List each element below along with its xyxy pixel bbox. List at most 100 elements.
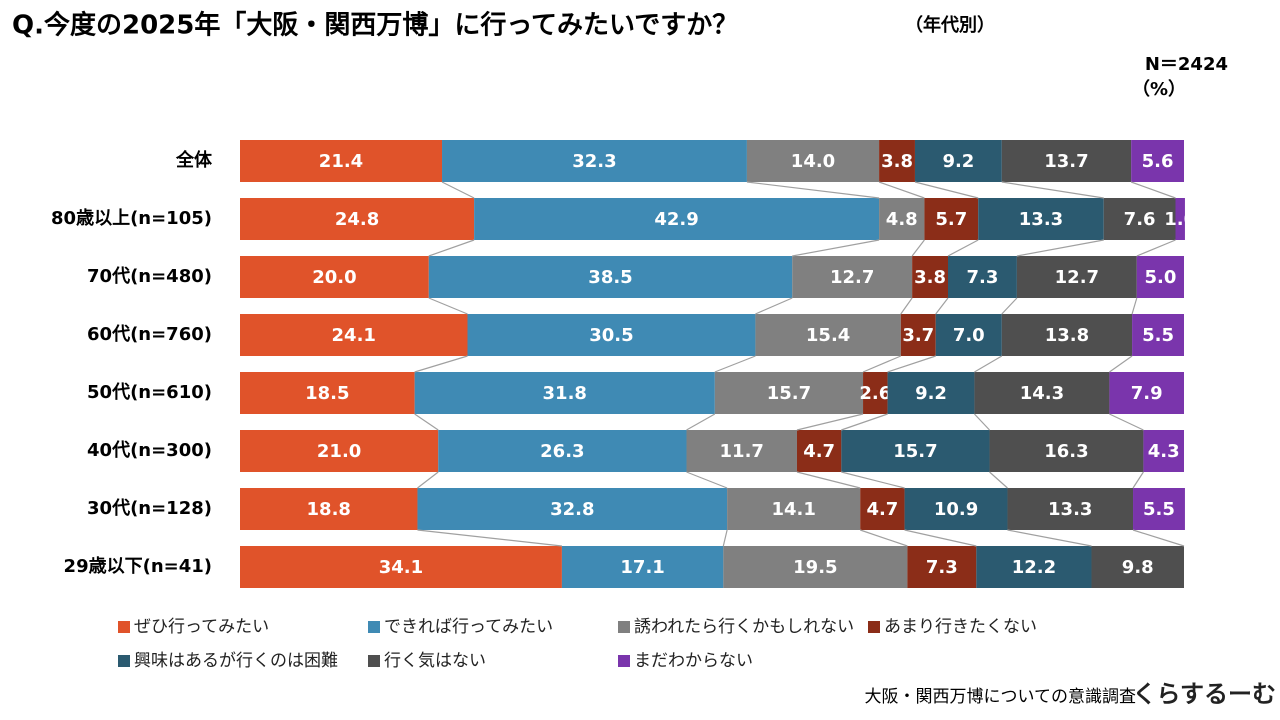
value-label: 3.8: [914, 267, 946, 288]
category-label: 40代(n=300): [87, 440, 212, 461]
value-label: 24.8: [335, 209, 379, 230]
category-label: 30代(n=128): [87, 498, 212, 519]
value-label: 7.3: [926, 557, 958, 578]
series-line: [935, 297, 949, 315]
value-label: 9.2: [942, 151, 974, 172]
bar-segment: [1016, 256, 1137, 298]
series-line: [1109, 355, 1133, 373]
value-label: 7.0: [953, 325, 985, 346]
legend-swatch: [118, 655, 130, 667]
bar-segment: [904, 488, 1008, 530]
legend-swatch: [368, 655, 380, 667]
series-line: [1007, 529, 1092, 547]
bar-segment: [796, 430, 842, 472]
legend-label: 興味はあるが行くのは困難: [134, 651, 338, 671]
value-label: 3.8: [881, 151, 913, 172]
bar-segment: [1133, 488, 1185, 530]
bar-segment: [1091, 546, 1184, 588]
bar-segment: [976, 546, 1092, 588]
bar-segment: [879, 140, 915, 182]
bar-segment: [1143, 430, 1184, 472]
bar-segment: [841, 430, 990, 472]
value-label: 1.0: [1164, 209, 1196, 230]
series-line: [862, 355, 902, 373]
category-label: 60代(n=760): [87, 324, 212, 345]
brand-logo: くらするーむ: [1132, 680, 1276, 708]
value-label: 5.5: [1143, 499, 1175, 520]
value-label: 4.7: [803, 441, 835, 462]
value-label: 19.5: [793, 557, 837, 578]
series-line: [1016, 239, 1104, 257]
series-line: [796, 413, 864, 431]
legend-label: できれば行ってみたい: [384, 617, 553, 637]
legend-label: 行く気はない: [384, 651, 486, 671]
series-line: [417, 529, 562, 547]
bar-segment: [948, 256, 1017, 298]
value-label: 5.7: [935, 209, 967, 230]
bar-segment: [438, 430, 687, 472]
series-line: [911, 239, 925, 257]
bar-segment: [442, 140, 747, 182]
bar-segment: [935, 314, 1002, 356]
value-label: 14.3: [1020, 383, 1064, 404]
value-label: 20.0: [312, 267, 356, 288]
bar-segment: [746, 140, 880, 182]
series-line: [989, 471, 1008, 489]
value-label: 38.5: [588, 267, 632, 288]
value-label: 4.3: [1148, 441, 1180, 462]
bar-segment: [240, 430, 439, 472]
series-line: [414, 413, 439, 431]
series-line: [428, 297, 468, 315]
bar-segment: [240, 546, 562, 588]
value-label: 32.8: [550, 499, 594, 520]
value-label: 13.8: [1045, 325, 1089, 346]
series-line: [417, 471, 439, 489]
value-label: 21.4: [319, 151, 363, 172]
legend-label: ぜひ行ってみたい: [134, 617, 269, 637]
legend-swatch: [868, 621, 880, 633]
bar-segment: [1132, 314, 1184, 356]
legend-swatch: [618, 655, 630, 667]
value-label: 24.1: [332, 325, 376, 346]
series-line: [973, 413, 990, 431]
series-line: [1132, 529, 1185, 547]
series-line: [792, 239, 880, 257]
bar-segment: [414, 372, 715, 414]
value-label: 9.8: [1122, 557, 1154, 578]
bar-segment: [723, 546, 908, 588]
value-label: 13.3: [1019, 209, 1063, 230]
series-line: [714, 355, 756, 373]
value-label: 12.7: [830, 267, 874, 288]
legend-swatch: [118, 621, 130, 633]
series-line: [947, 239, 979, 257]
bar-segment: [1175, 198, 1185, 240]
value-label: 12.7: [1055, 267, 1099, 288]
series-line: [796, 471, 861, 489]
value-label: 26.3: [540, 441, 584, 462]
value-label: 30.5: [589, 325, 633, 346]
legend-label: まだわからない: [634, 651, 753, 671]
value-label: 16.3: [1044, 441, 1088, 462]
value-label: 9.2: [915, 383, 947, 404]
series-line: [686, 413, 716, 431]
value-label: 5.6: [1142, 151, 1174, 172]
value-label: 7.3: [967, 267, 999, 288]
category-label: 80歳以上(n=105): [51, 208, 212, 229]
bar-segment: [240, 256, 429, 298]
value-label: 18.8: [307, 499, 351, 520]
series-line: [1130, 181, 1176, 199]
bar-segment: [974, 372, 1110, 414]
series-line: [841, 413, 888, 431]
bar-segment: [240, 488, 418, 530]
legend-label: あまり行きたくない: [884, 617, 1037, 637]
bar-segment: [1131, 140, 1184, 182]
series-line: [841, 471, 905, 489]
bar-segment: [900, 314, 936, 356]
value-label: 5.5: [1142, 325, 1174, 346]
value-label: 31.8: [543, 383, 587, 404]
bar-segment: [879, 198, 925, 240]
legend-label: 誘われたら行くかもしれない: [634, 617, 854, 637]
chart-subtitle: （年代別）: [905, 14, 995, 36]
